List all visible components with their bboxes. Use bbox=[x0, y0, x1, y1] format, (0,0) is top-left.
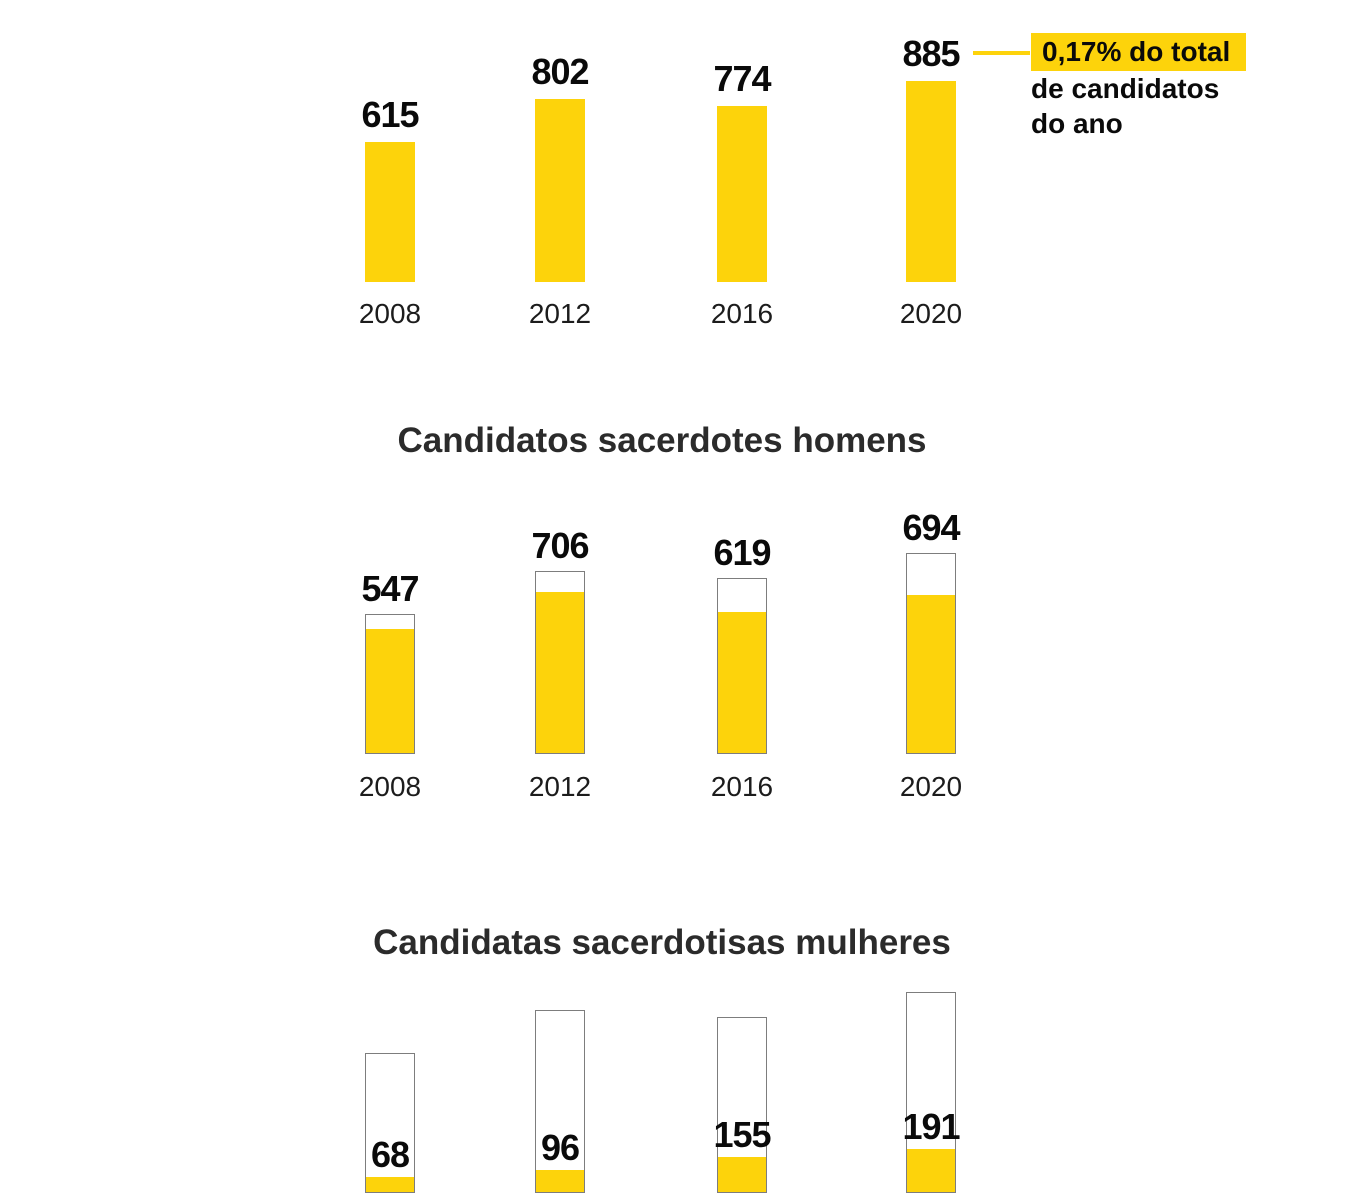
bar-outline-total-2020 bbox=[906, 553, 956, 754]
chart-title-homens: Candidatos sacerdotes homens bbox=[397, 421, 927, 460]
annotation-line2: de candidatos bbox=[1031, 73, 1220, 104]
bar-fill-value-2016 bbox=[718, 1157, 766, 1192]
year-label: 2008 bbox=[358, 771, 422, 802]
annotation-text: 0,17% do total de candidatos do ano bbox=[1031, 33, 1247, 141]
value-label: 802 bbox=[531, 51, 589, 92]
value-label: 547 bbox=[361, 568, 419, 609]
annotation-connector-line bbox=[973, 51, 1030, 55]
bar-outline-total-2008 bbox=[365, 614, 415, 754]
bar-total-2008 bbox=[365, 142, 415, 282]
year-label: 2008 bbox=[358, 298, 422, 329]
bar-total-2020 bbox=[906, 81, 956, 282]
bar-fill-value-2020 bbox=[907, 1149, 955, 1192]
bar-fill-value-2008 bbox=[366, 629, 414, 753]
value-label: 615 bbox=[361, 94, 419, 135]
bar-outline-total-2016 bbox=[717, 1017, 767, 1193]
bar-outline-total-2008 bbox=[365, 1053, 415, 1193]
year-label: 2016 bbox=[710, 771, 774, 802]
bar-fill-value-2012 bbox=[536, 592, 584, 753]
year-label: 2012 bbox=[528, 771, 592, 802]
value-label: 619 bbox=[713, 532, 771, 573]
year-label: 2012 bbox=[528, 298, 592, 329]
chart-title-mulheres: Candidatas sacerdotisas mulheres bbox=[373, 923, 951, 962]
bar-total-2016 bbox=[717, 106, 767, 282]
bar-outline-total-2012 bbox=[535, 1010, 585, 1193]
annotation-highlight: 0,17% do total bbox=[1031, 33, 1247, 71]
value-label: 885 bbox=[902, 33, 960, 74]
bar-outline-total-2016 bbox=[717, 578, 767, 754]
bar-outline-total-2020 bbox=[906, 992, 956, 1193]
value-label: 191 bbox=[902, 1106, 960, 1147]
bar-total-2012 bbox=[535, 99, 585, 282]
bar-fill-value-2016 bbox=[718, 612, 766, 753]
bar-outline-total-2012 bbox=[535, 571, 585, 754]
value-label: 694 bbox=[902, 507, 960, 548]
annotation-line3: do ano bbox=[1031, 108, 1123, 139]
value-label: 68 bbox=[370, 1134, 410, 1175]
year-label: 2020 bbox=[899, 298, 963, 329]
year-label: 2016 bbox=[710, 298, 774, 329]
value-label: 96 bbox=[540, 1127, 580, 1168]
year-label: 2020 bbox=[899, 771, 963, 802]
value-label: 155 bbox=[713, 1114, 771, 1155]
bar-fill-value-2012 bbox=[536, 1170, 584, 1192]
bar-fill-value-2008 bbox=[366, 1177, 414, 1192]
value-label: 774 bbox=[713, 58, 771, 99]
value-label: 706 bbox=[531, 525, 589, 566]
bar-fill-value-2020 bbox=[907, 595, 955, 753]
